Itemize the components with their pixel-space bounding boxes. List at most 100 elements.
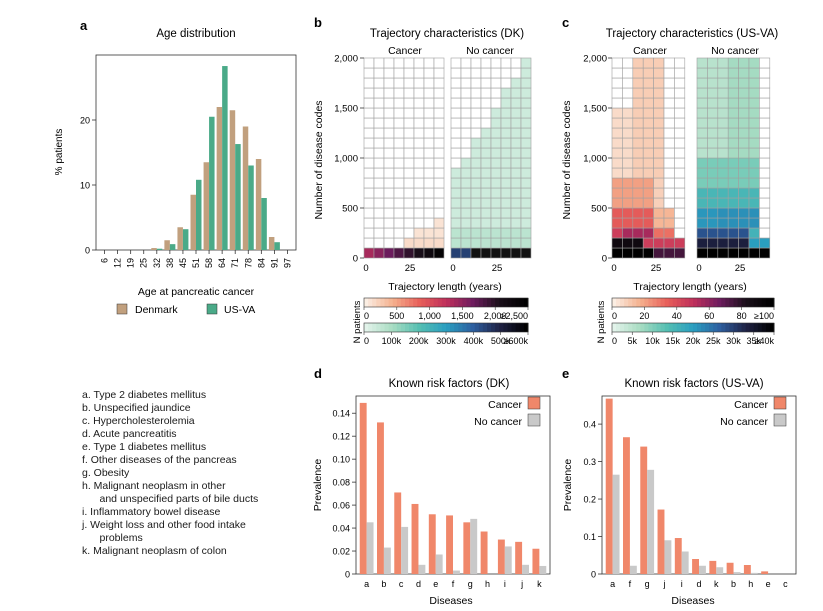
- usva-nocancer-heat-cell: [717, 227, 729, 239]
- bar-denmark-38: [164, 240, 170, 250]
- dk-nocancer-heat-cell: [520, 227, 532, 239]
- dk-nocancer-heat-cell: [510, 77, 522, 89]
- usva-cancer-colorbar-segment: [749, 298, 755, 307]
- usva-cancer-heat-cell: [611, 197, 623, 209]
- dk-nocancer-colorbar-segment: [368, 323, 373, 332]
- dk-cancer-colorbar-segment: [429, 298, 435, 307]
- usva-nocancer-heat-cell: [717, 137, 729, 149]
- dk-nocancer-heat-cell: [470, 57, 482, 69]
- dk-cancer-heat-cell: [413, 147, 425, 159]
- usva-cancer-colorbar-segment: [668, 298, 674, 307]
- usva-cancer-colorbar-segment: [652, 298, 658, 307]
- dk-cancer-colorbar-segment: [388, 298, 394, 307]
- usva-cancer-colorbar-segment: [729, 298, 734, 307]
- usva-nocancer-heat-cell: [759, 167, 771, 179]
- usva-nocancer-heat-cell: [759, 67, 771, 79]
- usva-nocancer-colorbar-segment: [765, 323, 771, 332]
- usva-nocancer-heat-cell: [727, 247, 739, 259]
- usva-cancer-heat-cell: [611, 187, 623, 199]
- dk-cancer-heat-cell: [433, 197, 445, 209]
- dk-nocancer-colorbar-segment: [446, 323, 451, 332]
- dk-nocancer-heat-cell: [450, 147, 462, 159]
- bar-cancer-c: [394, 492, 402, 574]
- dk-cancer-heat-cell: [373, 217, 385, 229]
- usva-nocancer-colorbar-segment: [717, 323, 722, 332]
- usva-cancer-heat-cell: [674, 67, 686, 79]
- disease-key-item: d. Acute pancreatitis: [82, 428, 177, 440]
- dk-cancer-colorbar-frame: [363, 297, 529, 308]
- usva-cancer-heat-cell: [611, 217, 623, 229]
- usva-nocancer-heat-cell: [727, 67, 739, 79]
- disease-key-item: problems: [82, 532, 143, 544]
- usva-nocancer-heat-cell: [707, 237, 719, 249]
- dk-nocancer-colorbar-segment: [462, 323, 467, 332]
- x-tick-label: b: [381, 579, 386, 589]
- x-tick-label: e: [766, 579, 771, 589]
- usva-cancer-heat-cell: [632, 207, 644, 219]
- usva-cancer-heat-cell: [642, 57, 654, 69]
- usva-cancer-heat-cell: [642, 77, 654, 89]
- usva-nocancer-heat-cell: [759, 157, 771, 169]
- dk-cancer-colorbar-segment: [462, 298, 467, 307]
- usva-cancer-heat-cell: [663, 157, 675, 169]
- panel-label-c: c: [562, 15, 569, 30]
- usva-nocancer-heat-cell: [696, 187, 708, 199]
- dk-cancer-heat-cell: [423, 87, 435, 99]
- usva-cancer-colorbar-frame: [611, 297, 775, 308]
- usva-nocancer-heat-cell: [707, 67, 719, 79]
- usva-nocancer-colorbar-segment: [753, 323, 759, 332]
- dk-nocancer-heat-cell: [510, 57, 522, 69]
- usva-cancer-colorbar-segment: [769, 298, 775, 307]
- dk-nocancer-heat-cell: [490, 87, 502, 99]
- dk-nocancer-colorbar-segment: [384, 323, 390, 332]
- dk-nocancer-heat-cell: [480, 187, 492, 199]
- dk-nocancer-colorbar-tick-label: 200k: [409, 336, 429, 346]
- usva-cancer-heat-cell: [632, 67, 644, 79]
- dk-cancer-heat-cell: [403, 137, 415, 149]
- usva-nocancer-heat-cell: [727, 57, 739, 69]
- usva-nocancer-colorbar-segment: [664, 323, 670, 332]
- usva-nocancer-heat-cell: [738, 247, 750, 259]
- usva-nocancer-heat-cell: [707, 57, 719, 69]
- y-tick-label: 0.12: [332, 432, 350, 442]
- usva-nocancer-heat-cell: [759, 177, 771, 189]
- usva-nocancer-heat-cell: [717, 247, 729, 259]
- dk-cancer-heat-cell: [403, 207, 415, 219]
- usva-nocancer-colorbar-segment: [632, 323, 637, 332]
- bar-denmark-45: [177, 227, 183, 250]
- usva-nocancer-heat-cell: [727, 237, 739, 249]
- usva-nocancer-heat-cell: [738, 207, 750, 219]
- dk-nocancer-heat-cell: [470, 127, 482, 139]
- y-tick-label: 10: [80, 181, 90, 191]
- dk-nocancer-colorbar-segment: [450, 323, 455, 332]
- bar-denmark-84: [255, 159, 262, 250]
- x-tick-label: a: [364, 579, 369, 589]
- usva-cancer-colorbar-tick-label: 0: [612, 311, 617, 321]
- legend-label-no-cancer: No cancer: [474, 416, 522, 428]
- usva-nocancer-heat-cell: [759, 237, 771, 249]
- usva-nocancer-heat-cell: [738, 147, 750, 159]
- usva-cancer-heat-cell: [622, 147, 634, 159]
- dk-nocancer-colorbar-segment: [417, 323, 422, 332]
- legend-label-denmark: Denmark: [135, 304, 178, 316]
- dk-cancer-heat-cell: [393, 157, 405, 169]
- chart-title: Known risk factors (US-VA): [624, 378, 763, 390]
- usva-nocancer-heat-cell: [759, 87, 771, 99]
- dk-cancer-colorbar-tick-label: ≥2,500: [501, 311, 528, 321]
- y-tick-label: 1,500: [583, 104, 607, 115]
- dk-nocancer-heat-cell: [500, 57, 512, 69]
- dk-cancer-heat-cell: [403, 117, 415, 129]
- dk-cancer-heat-cell: [433, 157, 445, 169]
- usva-nocancer-heat-cell: [738, 107, 750, 119]
- y-tick-label: 20: [80, 116, 90, 126]
- dk-cancer-heat-cell: [433, 177, 445, 189]
- dk-nocancer-heat-cell: [470, 157, 482, 169]
- disease-key-item: j. Weight loss and other food intake: [82, 519, 246, 531]
- bar-no-cancer-e: [435, 554, 443, 574]
- usva-nocancer-heat-cell: [717, 67, 729, 79]
- legend-swatch-no-cancer: [773, 413, 787, 427]
- usva-cancer-colorbar-segment: [765, 298, 771, 307]
- dk-cancer-heat-cell: [403, 147, 415, 159]
- usva-cancer-heat-cell: [642, 177, 654, 189]
- dk-nocancer-heat-cell: [490, 97, 502, 109]
